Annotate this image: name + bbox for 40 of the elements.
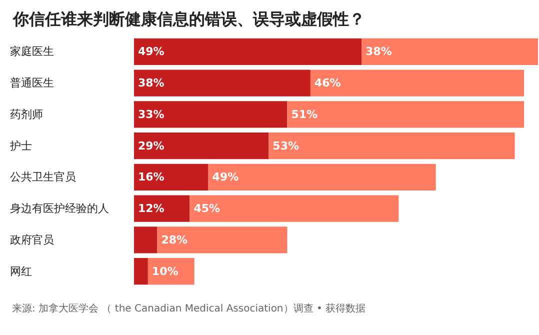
chart-title: 你信任谁来判断健康信息的错误、误导或虚假性？ [12,10,365,28]
data-label: 16% [138,170,164,184]
data-label: 28% [161,233,188,246]
data-label: 10% [152,264,178,278]
bar [134,164,208,191]
y-tick-label: 家庭医生 [10,45,54,58]
data-label: 51% [291,108,318,121]
data-label: 12% [138,202,164,216]
data-label: 33% [138,108,164,121]
y-tick-label: 身边有医护经验的人 [10,202,109,216]
y-tick-label: 公共卫生官员 [10,170,76,184]
bar [134,226,158,254]
bar [310,70,524,96]
bar [362,38,538,66]
y-tick-label: 政府官员 [10,233,54,246]
bar [134,195,190,222]
bar [268,132,515,160]
data-label: 38% [138,76,164,90]
bar [287,101,524,128]
data-label: 38% [366,45,392,58]
data-label: 46% [314,76,341,90]
data-label: 49% [212,170,239,184]
bar [134,38,362,66]
y-tick-label: 药剂师 [10,108,43,121]
y-tick-label: 普通医生 [10,76,54,90]
source-note: 来源: 加拿大医学会 （ the Canadian Medical Association）调查 • 获得数据 [12,302,366,314]
y-tick-label: 网红 [10,264,32,278]
data-label: 49% [138,45,164,58]
bar [208,164,436,191]
data-label: 45% [194,202,220,216]
bar [134,70,310,96]
bar [134,101,288,128]
bar [148,258,194,285]
y-tick-label: 护士 [9,139,32,152]
data-label: 53% [272,139,300,152]
bar [157,226,288,254]
data-label: 29% [138,139,164,152]
bar [134,258,148,285]
bar [190,195,399,222]
bar [134,132,269,160]
